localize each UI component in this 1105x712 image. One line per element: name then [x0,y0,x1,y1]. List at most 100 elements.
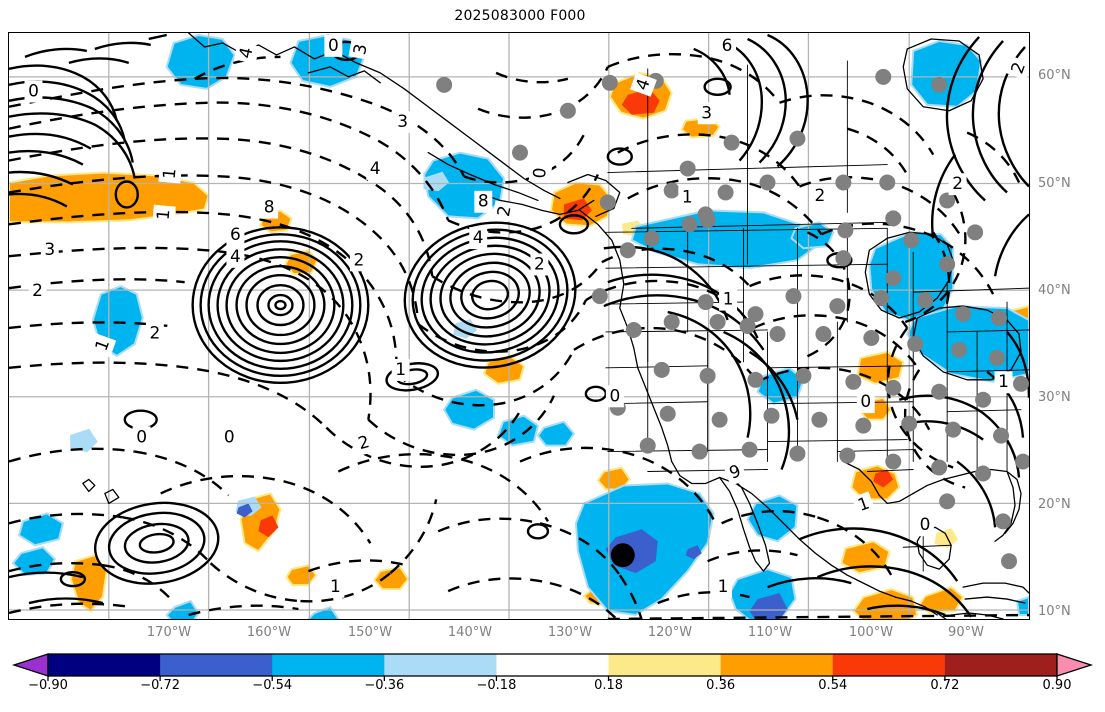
contour-label-bg [89,333,117,358]
contour-label-bg [469,227,488,250]
contour-label: 0 [860,391,871,411]
contour-label: 0 [609,385,620,405]
contour-label-bg [326,575,345,598]
center-marker [610,543,635,568]
colorbar-tick-label: 0.90 [1042,678,1072,693]
contour-label: 1 [395,359,406,379]
colorbar-tick-label: 0.54 [818,678,848,693]
xtick-label: 150°W [347,625,393,640]
xtick-label: 120°W [647,625,693,640]
contour-label: 2 [952,173,963,193]
ytick-label: 30°N [1038,390,1071,405]
contour-label: 0 [224,426,235,446]
contour-label-bg [492,200,518,222]
contour-label: 2 [353,249,364,269]
contour-label-bg [915,514,934,537]
contour-label: 0 [529,167,550,179]
contour-label: 2 [32,280,43,300]
contour-label-bg [605,385,624,408]
contour-label-bg [348,38,374,61]
xtick-label: 160°W [246,625,292,640]
contour-label-bg [24,80,43,103]
colorbar-band [720,654,834,676]
contour-label-bg [220,426,239,449]
colorbar-tick-label: −0.54 [252,678,293,693]
contour-label: 6 [230,224,241,244]
colorbar-tick-label: −0.36 [364,678,405,693]
colorbar-band [272,654,385,676]
contour-label-bg [714,575,732,598]
colorbar-tick-label: −0.18 [476,678,517,693]
contour-label-bg [145,322,164,345]
colorbar-band [496,654,610,676]
contour-label: 2 [493,204,515,218]
contour-label: 1 [682,187,693,207]
ytick-label: 10°N [1038,604,1071,619]
contour-label: 1 [998,371,1009,391]
xtick-label: 140°W [447,625,493,640]
ytick-label: 50°N [1038,176,1071,191]
contour-label-bg [260,196,279,219]
contour-label-bg [1005,55,1029,81]
colorbar-tick-label: 0.72 [930,678,960,693]
xtick-label: 100°W [848,625,894,640]
contour-label-bg [40,238,59,261]
contour-label: 0 [920,514,931,534]
xtick-label: 110°W [747,625,793,640]
contour-label-bg [474,190,493,213]
contour-label-bg [234,41,260,64]
ytick-label: 40°N [1038,283,1071,298]
contour-label-bg [530,253,549,276]
colorbar-over-arrow [1056,653,1094,677]
station-dots [436,68,1029,570]
colorbar-canvas [11,653,1094,681]
contour-label: 8 [264,197,275,217]
contour-label: 3 [397,111,408,131]
contour-label: 2 [149,323,160,343]
contour-label-bg [226,224,245,247]
contour-label: 3 [44,239,55,259]
colorbar-band [48,654,161,676]
page-title: 2025083000 F000 [454,8,586,24]
contour-label-bg [28,279,47,302]
contour-label: 2 [534,253,545,273]
contour-label-bg [152,204,176,225]
contour-label-bg [948,173,967,196]
contour-label: 3 [349,42,371,56]
contour-label-bg [718,34,737,57]
contour-label: 0 [136,426,147,446]
contour-label: 2 [356,431,372,453]
contour-label: 4 [235,45,257,60]
contour-label-bg [994,371,1013,394]
ytick-label: 20°N [1038,497,1071,512]
colorbar-segments [11,653,1094,677]
contour-label-bg [810,184,829,207]
colorbar-tick-label: 0.18 [594,678,624,693]
colorbar-band [944,654,1058,676]
contour-label: 1 [330,576,341,596]
colorbar[interactable]: −0.90 −0.72 −0.54 −0.36 −0.18 0.18 0.36 0.54 0.7… [0,650,1105,712]
xtick-label: 170°W [146,625,192,640]
ytick-label: 60°N [1038,68,1071,83]
colorbar-tick-label: 0.36 [706,678,736,693]
contour-label: 1 [153,208,174,220]
contour-label: 2 [815,185,826,205]
contour-label: 6 [722,35,733,55]
contour-label: 0 [328,35,339,55]
contour-label-bg [352,430,376,457]
contour-label: 1 [723,289,734,309]
colorbar-tick-label: −0.72 [140,678,181,693]
contour-label-bg [697,102,716,125]
colorbar-tick-label: −0.90 [28,678,68,693]
colorbar-under-arrow [11,653,49,677]
colorbar-tickmarks [47,676,1058,681]
contour-label: 1 [718,576,729,596]
colorbar-band [608,654,722,676]
colorbar-band [160,654,273,676]
contour-label-bg [719,288,738,311]
contour-label: 3 [701,102,712,122]
contour-label: 4 [230,246,241,266]
contour-label: 1 [159,167,180,179]
